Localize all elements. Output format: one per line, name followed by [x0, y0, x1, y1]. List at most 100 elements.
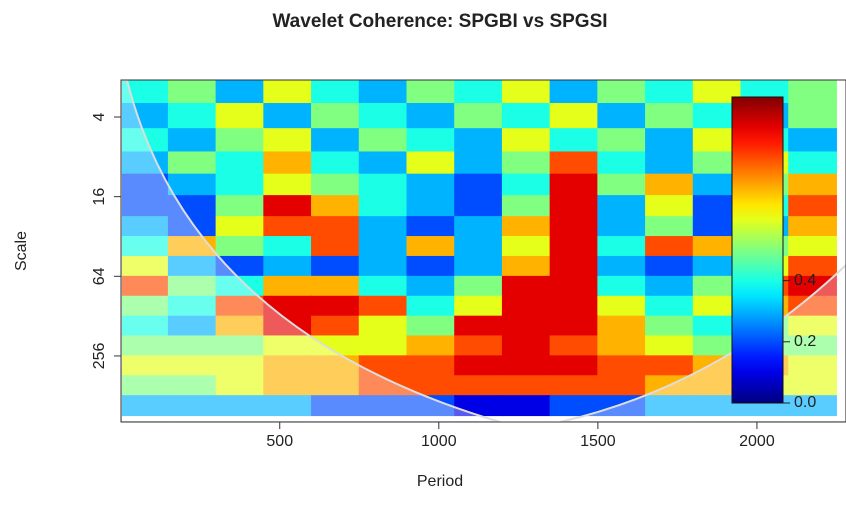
heatmap-cell [263, 335, 313, 357]
heatmap-cell [167, 375, 217, 397]
heatmap-cell [692, 375, 742, 397]
heatmap-cell [263, 315, 313, 337]
heatmap-cell [167, 216, 217, 238]
heatmap-cell [406, 375, 456, 397]
heatmap-cell [263, 375, 313, 397]
heatmap-cell [406, 335, 456, 357]
heatmap-cell [263, 80, 313, 105]
heatmap-cell [358, 315, 408, 337]
x-tick-label: 500 [266, 433, 293, 450]
heatmap-cell [121, 395, 169, 417]
heatmap-cell [692, 275, 742, 297]
heatmap-cell [167, 236, 217, 257]
heatmap-cell [454, 128, 503, 153]
heatmap-cell [645, 295, 694, 317]
heatmap-cell [501, 295, 551, 317]
heatmap-cell [645, 103, 694, 130]
heatmap-cell [645, 236, 694, 257]
heatmap-cell [454, 103, 503, 130]
heatmap-cell [454, 335, 503, 357]
heatmap-cell [215, 375, 265, 397]
heatmap-cell [215, 236, 265, 257]
heatmap-cell [788, 395, 837, 417]
heatmap-cell [645, 355, 694, 377]
heatmap-cell [597, 295, 647, 317]
heatmap-cell [645, 151, 694, 175]
heatmap-cell [692, 255, 742, 277]
heatmap-cell [406, 216, 456, 238]
heatmap-cell [454, 375, 503, 397]
heatmap-cell [645, 216, 694, 238]
heatmap-cell [692, 295, 742, 317]
cone-left [121, 80, 501, 422]
heatmap-cell [311, 151, 360, 175]
heatmap-cell [263, 275, 313, 297]
heatmap-cell [406, 295, 456, 317]
heatmap-cell [121, 255, 169, 277]
heatmap [121, 80, 837, 417]
heatmap-cell [645, 395, 694, 417]
colorbar: 0.0 0.2 0.4 [731, 96, 816, 411]
heatmap-cell [549, 295, 599, 317]
heatmap-cell [215, 395, 265, 417]
heatmap-cell [358, 375, 408, 397]
heatmap-cell [121, 195, 169, 218]
x-tick-label: 1500 [580, 433, 616, 450]
heatmap-cell [597, 216, 647, 238]
heatmap-cell [454, 80, 503, 105]
heatmap-cell [311, 255, 360, 277]
heatmap-cell [358, 216, 408, 238]
x-tick-label: 2000 [739, 433, 775, 450]
heatmap-cell [167, 195, 217, 218]
heatmap-cell [454, 195, 503, 218]
heatmap-cell [121, 103, 169, 130]
heatmap-cell [215, 80, 265, 105]
heatmap-cell [311, 195, 360, 218]
heatmap-cell [121, 216, 169, 238]
heatmap-cell [597, 80, 647, 105]
heatmap-cell [263, 195, 313, 218]
heatmap-cell [406, 103, 456, 130]
heatmap-cell [263, 128, 313, 153]
heatmap-cell [788, 275, 837, 297]
y-axis-title: Scale [13, 231, 30, 271]
heatmap-cell [788, 195, 837, 218]
heatmap-cell [311, 375, 360, 397]
heatmap-cell [597, 236, 647, 257]
heatmap-cell [692, 315, 742, 337]
heatmap-cell [692, 151, 742, 175]
heatmap-cell [788, 236, 837, 257]
heatmap-cell [311, 216, 360, 238]
heatmap-cell [358, 295, 408, 317]
heatmap-cell [597, 355, 647, 377]
heatmap-cell [215, 216, 265, 238]
heatmap-cell [501, 335, 551, 357]
heatmap-cell [549, 275, 599, 297]
heatmap-cell [406, 80, 456, 105]
heatmap-cell [692, 395, 742, 417]
heatmap-cell [263, 255, 313, 277]
heatmap-cell [645, 335, 694, 357]
heatmap-cell [788, 128, 837, 153]
heatmap-cell [454, 295, 503, 317]
heatmap-cell [788, 375, 837, 397]
heatmap-cell [549, 395, 599, 417]
heatmap-cell [358, 195, 408, 218]
heatmap-cell [406, 173, 456, 197]
heatmap-cell [215, 295, 265, 317]
heatmap-cell [311, 395, 360, 417]
heatmap-cell [788, 295, 837, 317]
heatmap-cell [597, 173, 647, 197]
heatmap-cell [549, 128, 599, 153]
heatmap-cell [311, 355, 360, 377]
heatmap-cell [311, 275, 360, 297]
heatmap-cell [549, 151, 599, 175]
heatmap-cell [597, 255, 647, 277]
heatmap-cell [501, 128, 551, 153]
heatmap-cell [454, 275, 503, 297]
heatmap-cell [692, 216, 742, 238]
heatmap-cell [406, 275, 456, 297]
heatmap-cell [597, 315, 647, 337]
heatmap-cell [215, 355, 265, 377]
heatmap-cell [645, 80, 694, 105]
